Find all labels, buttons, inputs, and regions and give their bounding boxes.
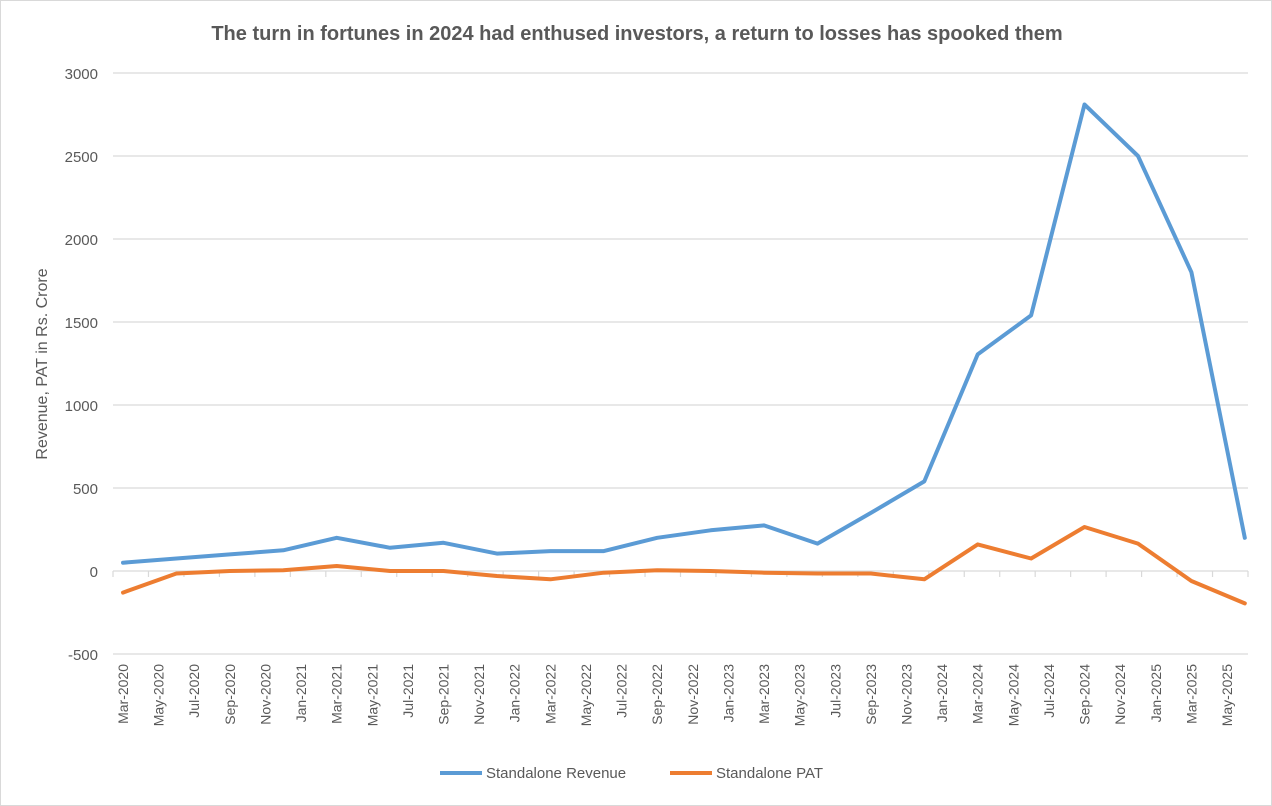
y-axis-label: Revenue, PAT in Rs. Crore — [34, 268, 51, 459]
x-tick-label: Sep-2024 — [1077, 664, 1093, 725]
x-tick-label: Jan-2025 — [1148, 664, 1164, 723]
x-tick-label: Mar-2023 — [756, 664, 772, 724]
x-tick-label: May-2025 — [1219, 664, 1235, 726]
y-tick-label: -500 — [68, 647, 98, 664]
x-tick-label: Jul-2020 — [186, 664, 202, 718]
x-tick-label: Sep-2023 — [863, 664, 879, 725]
x-tick-label: Jul-2021 — [400, 664, 416, 718]
y-tick-label: 500 — [73, 481, 98, 498]
x-tick-label: Jan-2023 — [720, 664, 736, 723]
series-line-pat — [121, 525, 1247, 606]
x-tick-label: Mar-2020 — [115, 664, 131, 724]
x-tick-label: May-2024 — [1005, 664, 1021, 726]
x-tick-label: Jan-2022 — [507, 664, 523, 723]
legend-label: Standalone Revenue — [486, 765, 626, 782]
x-tick-label: May-2021 — [364, 664, 380, 726]
chart-title: The turn in fortunes in 2024 had enthuse… — [211, 23, 1062, 45]
x-tick-label: Mar-2021 — [329, 664, 345, 724]
x-tick-label: Jul-2024 — [1041, 664, 1057, 718]
x-tick-label: Jul-2023 — [827, 664, 843, 718]
x-tick-label: Nov-2021 — [471, 664, 487, 725]
x-tick-label: May-2022 — [578, 664, 594, 726]
x-tick-label: Nov-2024 — [1112, 664, 1128, 725]
x-tick-label: May-2023 — [792, 664, 808, 726]
x-tick-label: Nov-2022 — [685, 664, 701, 725]
x-tick-label: Jan-2024 — [934, 664, 950, 723]
x-tick-label: Nov-2023 — [898, 664, 914, 725]
x-tick-label: Mar-2022 — [542, 664, 558, 724]
x-tick-label: Sep-2021 — [436, 664, 452, 725]
x-tick-label: Mar-2024 — [970, 664, 986, 724]
x-tick-label: Jul-2022 — [614, 664, 630, 718]
x-tick-label: Sep-2022 — [649, 664, 665, 725]
x-tick-label: Nov-2020 — [257, 664, 273, 725]
x-tick-label: May-2020 — [151, 664, 167, 726]
legend-label: Standalone PAT — [716, 765, 823, 782]
y-tick-label: 1000 — [65, 398, 98, 415]
y-tick-label: 2000 — [65, 232, 98, 249]
y-tick-label: 2500 — [65, 149, 98, 166]
x-tick-label: Mar-2025 — [1183, 664, 1199, 724]
series-line-revenue — [121, 102, 1247, 565]
x-tick-label: Sep-2020 — [222, 664, 238, 725]
x-tick-label: Jan-2021 — [293, 664, 309, 723]
y-tick-label: 3000 — [65, 66, 98, 83]
y-tick-label: 1500 — [65, 315, 98, 332]
y-tick-label: 0 — [90, 564, 98, 581]
